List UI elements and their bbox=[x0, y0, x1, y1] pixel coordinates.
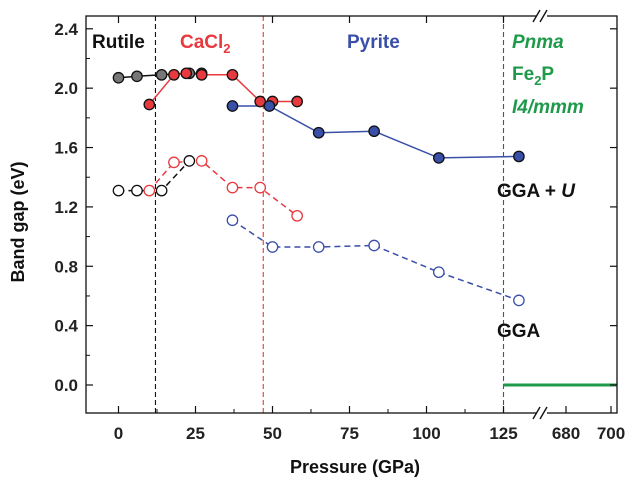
x-tick-label: 100 bbox=[412, 424, 440, 443]
data-point bbox=[368, 239, 380, 252]
data-point bbox=[195, 155, 208, 167]
hp-label-fe2p: Fe2P bbox=[512, 64, 554, 88]
y-tick-label: 2.0 bbox=[54, 79, 78, 98]
data-point bbox=[143, 98, 156, 111]
break-gap bbox=[537, 11, 547, 21]
axis-ticks: 0 25 50 75 100 125 680 700 0.0 0.4 0.8 1.2 1.6 2.0 2.4 bbox=[54, 16, 625, 443]
y-tick-label: 0.8 bbox=[54, 257, 78, 276]
data-point bbox=[266, 241, 279, 253]
axis-break-marks bbox=[532, 9, 548, 420]
data-point bbox=[168, 68, 180, 81]
data-point bbox=[226, 181, 239, 194]
hp-label-pnma: Pnma bbox=[512, 32, 564, 53]
data-point bbox=[155, 68, 168, 81]
x-axis-title: Pressure (GPa) bbox=[290, 457, 420, 477]
phase-boundaries bbox=[154, 16, 505, 413]
data-point bbox=[112, 71, 125, 84]
y-tick-label: 0.0 bbox=[54, 376, 78, 395]
series-line-gga-cacl2 bbox=[148, 160, 298, 217]
hp-label-i4mmm: I4/mmm bbox=[512, 97, 584, 118]
gga-u-label: GGA + U bbox=[497, 181, 576, 202]
data-point bbox=[513, 294, 525, 307]
data-point bbox=[368, 125, 380, 138]
y-tick-label: 0.4 bbox=[54, 317, 78, 336]
x-tick-label: 50 bbox=[263, 424, 282, 443]
x-tick-label: 75 bbox=[340, 424, 359, 443]
y-tick-label: 1.2 bbox=[54, 198, 78, 217]
x-tick-label: 125 bbox=[489, 424, 517, 443]
data-point bbox=[131, 184, 143, 197]
data-point bbox=[155, 184, 168, 197]
data-point bbox=[291, 95, 303, 108]
data-point bbox=[226, 68, 239, 81]
data-point bbox=[254, 181, 267, 194]
plot-frame bbox=[85, 15, 618, 414]
x-tick-label: 0 bbox=[114, 424, 123, 443]
series-line-gga-pyrite bbox=[232, 219, 520, 302]
break-slash bbox=[532, 9, 541, 23]
data-point bbox=[168, 156, 180, 169]
data-point bbox=[226, 100, 239, 112]
phase-label-pyrite: Pyrite bbox=[347, 32, 400, 53]
break-slash bbox=[532, 406, 541, 420]
y-axis-title: Band gap (eV) bbox=[8, 161, 28, 282]
data-point bbox=[513, 150, 525, 163]
data-point bbox=[226, 214, 239, 227]
data-point bbox=[254, 95, 267, 108]
data-series bbox=[112, 67, 525, 307]
y-tick-label: 2.4 bbox=[54, 20, 78, 39]
break-slash bbox=[539, 9, 548, 23]
data-point bbox=[131, 70, 143, 83]
data-point bbox=[432, 266, 445, 279]
data-point bbox=[312, 241, 325, 253]
data-point bbox=[143, 184, 156, 197]
data-point bbox=[432, 152, 445, 164]
y-tick-label: 1.6 bbox=[54, 139, 78, 158]
phase-label-rutile: Rutile bbox=[92, 32, 145, 53]
data-point bbox=[263, 100, 276, 112]
gga-label: GGA bbox=[497, 321, 541, 342]
break-gap bbox=[537, 408, 547, 418]
x-tick-label: 25 bbox=[186, 424, 205, 443]
x-break-tick-label: 680 bbox=[552, 424, 580, 443]
phase-label-cacl2: CaCl2 bbox=[180, 32, 231, 56]
break-slash bbox=[539, 406, 548, 420]
x-break-tick-label: 700 bbox=[597, 424, 625, 443]
data-point bbox=[195, 68, 208, 81]
data-point bbox=[180, 67, 193, 80]
data-point bbox=[112, 184, 125, 197]
data-point bbox=[291, 209, 303, 222]
data-point bbox=[183, 155, 196, 167]
data-point bbox=[312, 126, 325, 139]
